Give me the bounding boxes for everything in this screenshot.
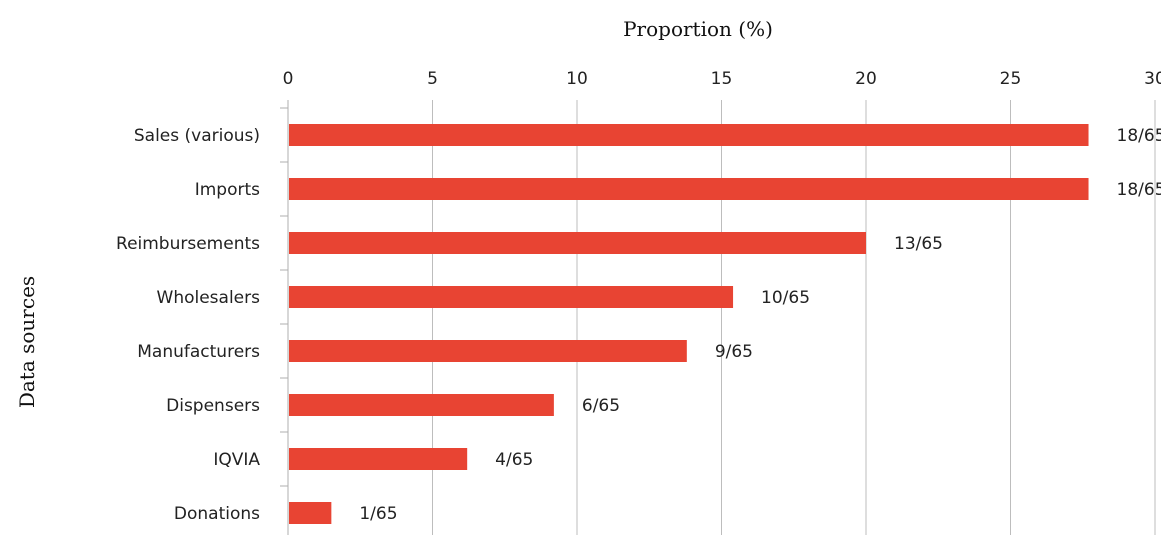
category-label: Dispensers — [166, 396, 260, 416]
data-label: 1/65 — [359, 504, 397, 524]
category-label: Imports — [195, 180, 260, 200]
category-label: Sales (various) — [134, 126, 260, 146]
x-axis-title: Proportion (%) — [623, 17, 773, 41]
data-label: 18/65 — [1117, 180, 1161, 200]
x-tick-label: 5 — [427, 69, 438, 89]
category-label: Reimbursements — [116, 234, 260, 254]
data-label: 10/65 — [761, 288, 810, 308]
data-label: 9/65 — [715, 342, 753, 362]
y-axis — [280, 100, 289, 535]
bar — [289, 394, 554, 416]
x-tick-label: 20 — [855, 69, 877, 89]
bars — [289, 124, 1089, 524]
bar — [289, 124, 1089, 146]
category-label: Manufacturers — [137, 342, 260, 362]
bar — [289, 286, 734, 308]
bar — [289, 448, 468, 470]
labels: 0 5 10 15 20 25 30 Sales (various) 18/65 Imports 1… — [116, 69, 1161, 524]
bar — [289, 340, 687, 362]
y-axis-title: Data sources — [15, 276, 39, 408]
data-label: 6/65 — [582, 396, 620, 416]
bar — [289, 232, 866, 254]
bar — [289, 502, 332, 524]
category-label: Donations — [174, 504, 260, 524]
x-tick-label: 15 — [711, 69, 733, 89]
category-label: Wholesalers — [157, 288, 261, 308]
gridlines — [432, 100, 1156, 535]
data-label: 4/65 — [495, 450, 533, 470]
x-tick-label: 0 — [283, 69, 294, 89]
x-tick-label: 25 — [1000, 69, 1022, 89]
data-label: 18/65 — [1117, 126, 1161, 146]
x-tick-label: 30 — [1144, 69, 1161, 89]
category-label: IQVIA — [213, 450, 260, 470]
data-label: 13/65 — [894, 234, 943, 254]
bar — [289, 178, 1089, 200]
x-tick-label: 10 — [566, 69, 588, 89]
